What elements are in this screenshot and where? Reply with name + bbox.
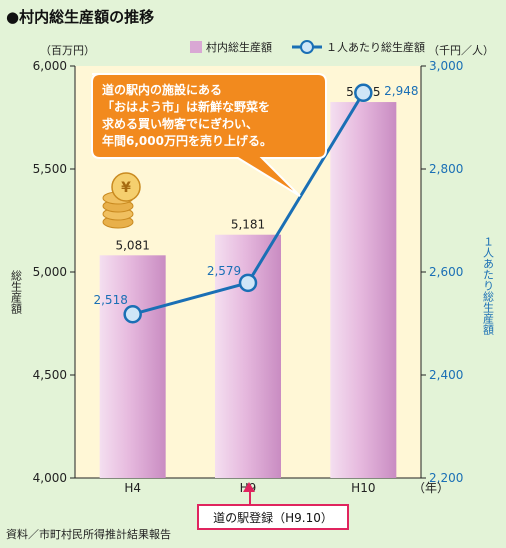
legend-line-marker <box>300 40 314 54</box>
line-series: 2,518 2,579 2,948 <box>93 83 419 324</box>
right-tick-label: 3,000 <box>429 59 463 73</box>
right-tick-label: 2,800 <box>429 162 463 176</box>
right-tick-label: 2,200 <box>429 471 463 485</box>
right-tick-label: 2,400 <box>429 368 463 382</box>
bar-value-label: 5,081 <box>115 238 149 252</box>
line-value-label: 2,948 <box>384 84 418 98</box>
event-marker: 道の駅登録（H9.10） <box>197 482 349 530</box>
chart-title: ●村内総生産額の推移 <box>6 8 154 26</box>
callout-line-4: 年間6,000万円を売り上げる。 <box>102 133 272 148</box>
bar-value-label: 5,181 <box>231 218 265 232</box>
event-marker-arrow-icon <box>243 482 255 492</box>
left-tick-label: 5,000 <box>33 265 67 279</box>
legend-line-label: １人あたり総生産額 <box>326 40 425 54</box>
right-axis-unit: （千円／人） <box>428 44 494 57</box>
right-axis-title: １人あたり総生産額 <box>482 236 495 336</box>
legend: 村内総生産額 １人あたり総生産額 <box>190 40 425 54</box>
x-axis-unit: （年） <box>413 481 449 495</box>
x-tick-label: H10 <box>351 481 375 495</box>
line-point <box>354 83 373 103</box>
bar <box>99 255 166 478</box>
event-marker-stem <box>249 492 251 504</box>
legend-bar-swatch <box>190 41 202 53</box>
left-axis-unit: （百万円） <box>40 44 95 57</box>
svg-text:¥: ¥ <box>121 180 131 196</box>
line-value-label: 2,518 <box>93 293 127 307</box>
left-tick-label: 6,000 <box>33 59 67 73</box>
source-note: 資料／市町村民所得推計結果報告 <box>6 527 171 541</box>
event-marker-text: 道の駅登録（H9.10） <box>213 510 333 525</box>
right-tick-label: 2,600 <box>429 265 463 279</box>
line-point <box>123 304 142 324</box>
line-value-label: 2,579 <box>207 264 241 278</box>
callout-line-3: 求める買い物客でにぎわい、 <box>102 116 258 131</box>
left-tick-group: 4,000 4,500 5,000 5,500 6,000 <box>33 59 75 485</box>
line-point <box>238 273 258 293</box>
callout-line-2: 「おはよう市」は新鮮な野菜を <box>102 99 270 114</box>
callout-box: 道の駅内の施設にある 「おはよう市」は新鮮な野菜を 求める買い物客でにぎわい、 … <box>91 73 327 197</box>
legend-bar-label: 村内総生産額 <box>206 40 272 54</box>
callout-line-1: 道の駅内の施設にある <box>102 82 222 97</box>
left-axis-title: 総生産額 <box>10 269 23 315</box>
bar <box>330 102 397 479</box>
right-tick-group: 2,200 2,400 2,600 2,800 3,000 <box>421 59 463 485</box>
yen-coin-stack-icon: ¥ <box>102 172 141 229</box>
left-tick-label: 5,500 <box>33 162 67 176</box>
left-tick-label: 4,000 <box>33 471 67 485</box>
left-tick-label: 4,500 <box>33 368 67 382</box>
x-tick-label: H4 <box>124 481 141 495</box>
event-marker-box <box>197 504 349 530</box>
